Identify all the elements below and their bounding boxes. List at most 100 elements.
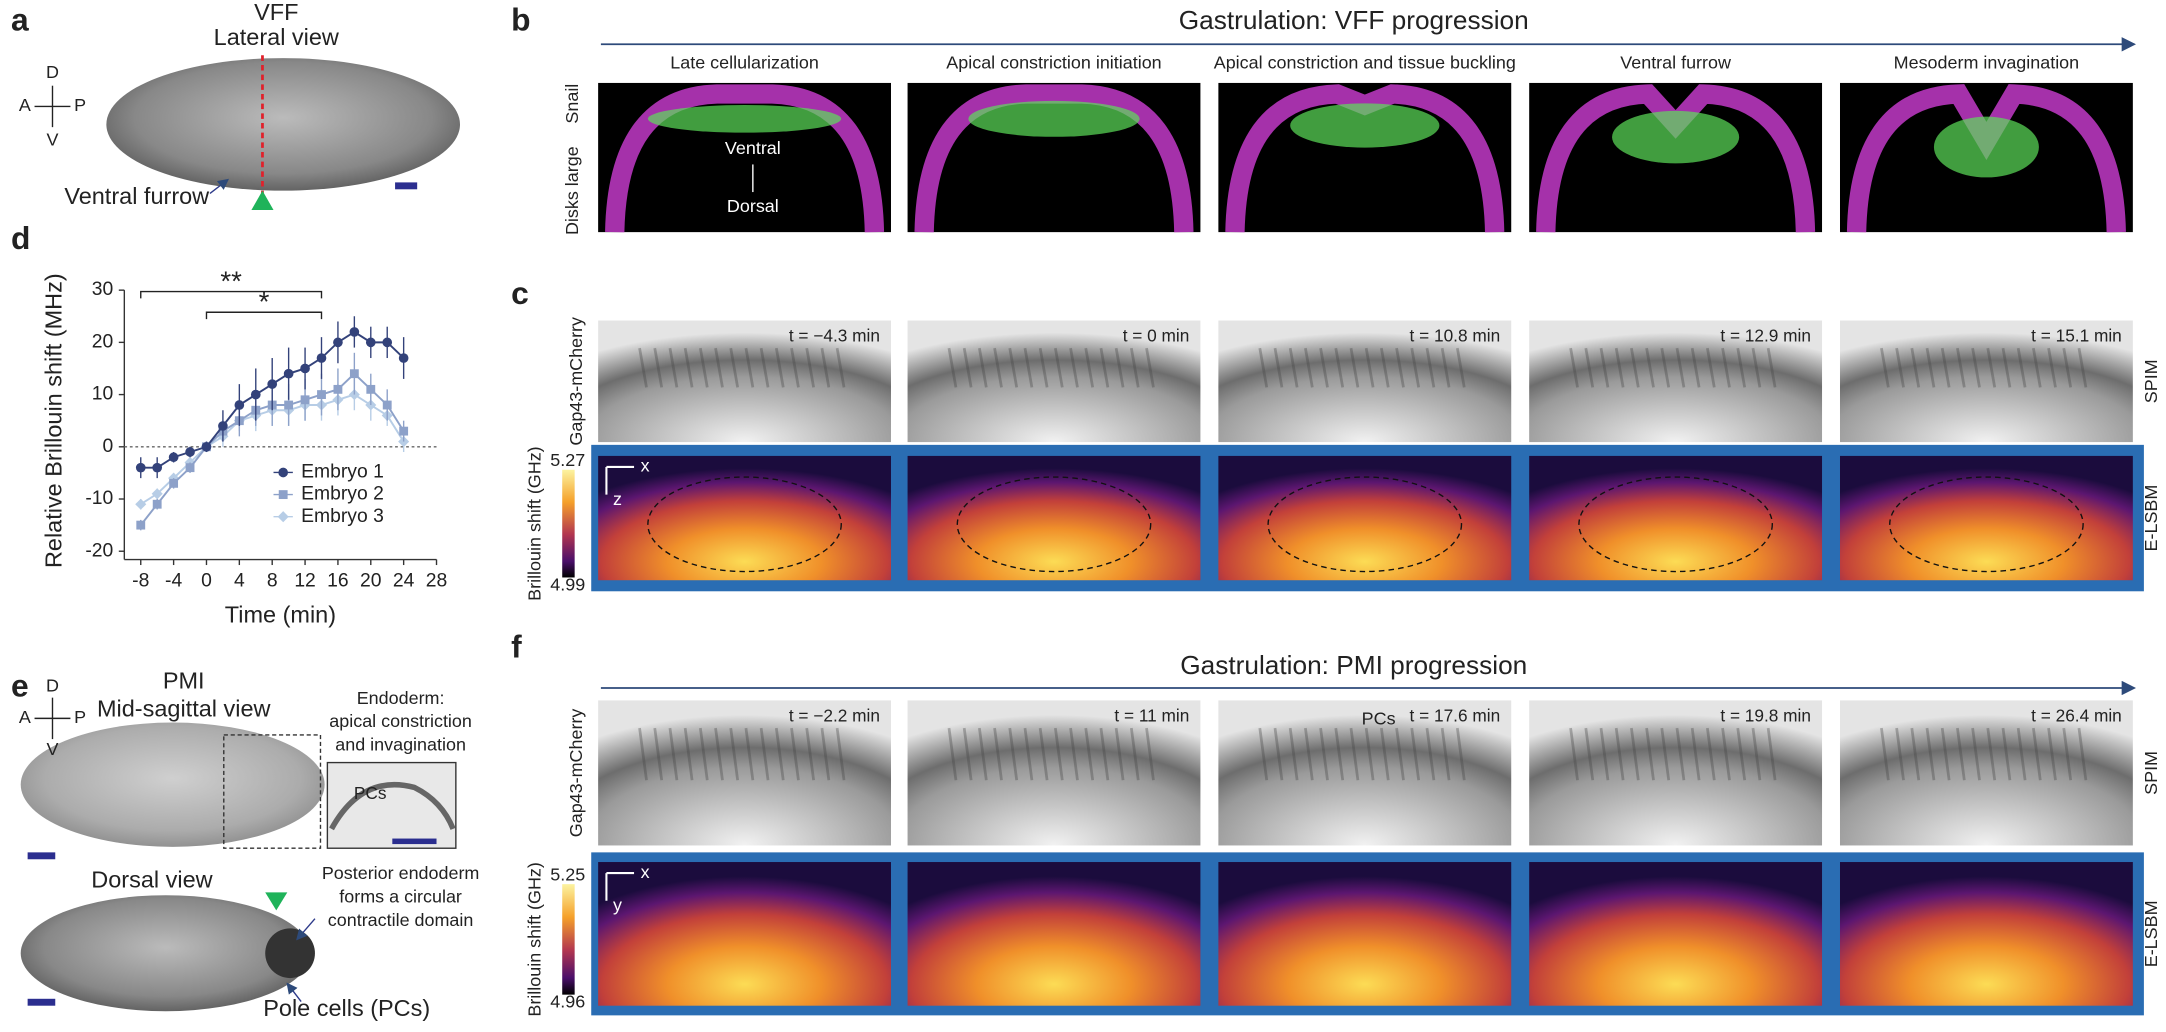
data-point [366, 384, 376, 394]
cell-texture [1114, 347, 1125, 388]
data-point [201, 441, 212, 452]
cell-texture [653, 347, 664, 388]
cell-texture [2032, 347, 2042, 388]
cell-texture [1940, 727, 1951, 781]
cell-texture [1349, 727, 1360, 781]
cell-texture [1129, 347, 1140, 388]
cell-texture [1706, 727, 1716, 781]
data-point [218, 421, 228, 431]
cell-texture [774, 727, 785, 781]
axis-letter: P [74, 95, 86, 115]
cell-texture [1971, 347, 1981, 388]
data-point [398, 353, 409, 363]
title: Gastrulation: VFF progression [1179, 5, 1529, 35]
roi-outline [956, 476, 1152, 573]
tissue-outline [914, 84, 1194, 233]
brillouin-image [907, 862, 1201, 1006]
significance-bracket [205, 311, 323, 320]
y-tick-label: -10 [85, 488, 113, 509]
cell-texture [1584, 727, 1595, 781]
colorbar-tick: 5.25 [550, 865, 585, 885]
axis-letter: V [47, 130, 59, 150]
cell-texture [947, 727, 958, 781]
cell-texture [1660, 347, 1671, 388]
significance-label: * [259, 286, 270, 317]
axis-letter: x [641, 456, 650, 476]
annotation: PCs [1362, 708, 1396, 728]
annotation: forms a circular [339, 887, 462, 907]
cell-texture [2047, 727, 2057, 781]
axis-letter: A [19, 707, 31, 727]
cell-texture [2047, 347, 2057, 388]
time-label: t = 15.1 min [2031, 326, 2122, 346]
data-point [152, 462, 163, 473]
snail-signal [1933, 116, 2039, 178]
legend-marker [278, 490, 288, 500]
y-tick-label: 20 [92, 331, 113, 352]
x-tick-label: 24 [393, 571, 415, 592]
cell-texture [1258, 347, 1269, 388]
cell-texture [1084, 347, 1095, 388]
cell-texture [1630, 347, 1640, 388]
cell-texture [1304, 347, 1314, 388]
cell-texture [1069, 347, 1079, 388]
y-tick-label: 30 [92, 279, 113, 300]
inset-tissue [329, 781, 456, 831]
colorbar [562, 469, 575, 578]
subtitle: Dorsal view [91, 867, 212, 893]
x-tick-label: 0 [201, 571, 212, 592]
y-axis-label: Relative Brillouin shift (MHz) [40, 273, 66, 568]
legend-label: Embryo 1 [301, 462, 384, 483]
cell-texture [1069, 727, 1079, 781]
x-tick-label: 28 [426, 571, 448, 592]
data-point [185, 447, 195, 457]
cell-texture [1395, 347, 1405, 388]
arrow [286, 982, 302, 1002]
data-point [135, 462, 146, 473]
cell-texture [1584, 347, 1595, 388]
cell-texture [1440, 727, 1451, 781]
inset-caption: and invagination [335, 735, 466, 755]
cell-texture [1910, 727, 1921, 781]
cell-texture [978, 727, 988, 781]
cell-texture [683, 347, 694, 388]
cell-texture [1099, 727, 1110, 781]
colorbar [562, 884, 575, 995]
cell-texture [638, 727, 648, 781]
cell-texture [1880, 347, 1890, 388]
cell-texture [1455, 347, 1466, 388]
annotation: Ventral furrow [64, 183, 209, 209]
significance-label: ** [220, 266, 242, 297]
stain-label: Snail [562, 84, 582, 124]
annotation: Posterior endoderm [322, 863, 480, 883]
y-tick-label: 10 [92, 384, 113, 405]
data-point [333, 384, 343, 394]
axis-letter: z [613, 489, 622, 509]
cell-texture [1084, 727, 1095, 781]
scale-bar [27, 852, 56, 860]
brillouin-image [1218, 862, 1512, 1006]
data-point [382, 400, 392, 410]
cell-texture [683, 727, 694, 781]
x-tick-label: 8 [267, 571, 278, 592]
embryo-image [106, 58, 460, 191]
legend-marker [278, 467, 289, 478]
cell-texture [1410, 347, 1421, 388]
arrow [209, 178, 230, 194]
roi-outline [1578, 476, 1773, 573]
snail-signal [968, 100, 1140, 137]
colorbar-tick: 4.99 [550, 574, 585, 594]
title: PMI [163, 668, 205, 694]
data-point [317, 390, 326, 399]
spim-image [1529, 320, 1823, 443]
cell-texture [698, 347, 709, 388]
cell-texture [1008, 727, 1019, 781]
cell-texture [1880, 727, 1890, 781]
axis-letter: P [74, 707, 86, 727]
cell-texture [1145, 347, 1155, 388]
cell-texture [1364, 347, 1375, 388]
axis-glyph [605, 872, 635, 901]
spim-image [1218, 320, 1512, 443]
cell-texture [1971, 727, 1981, 781]
